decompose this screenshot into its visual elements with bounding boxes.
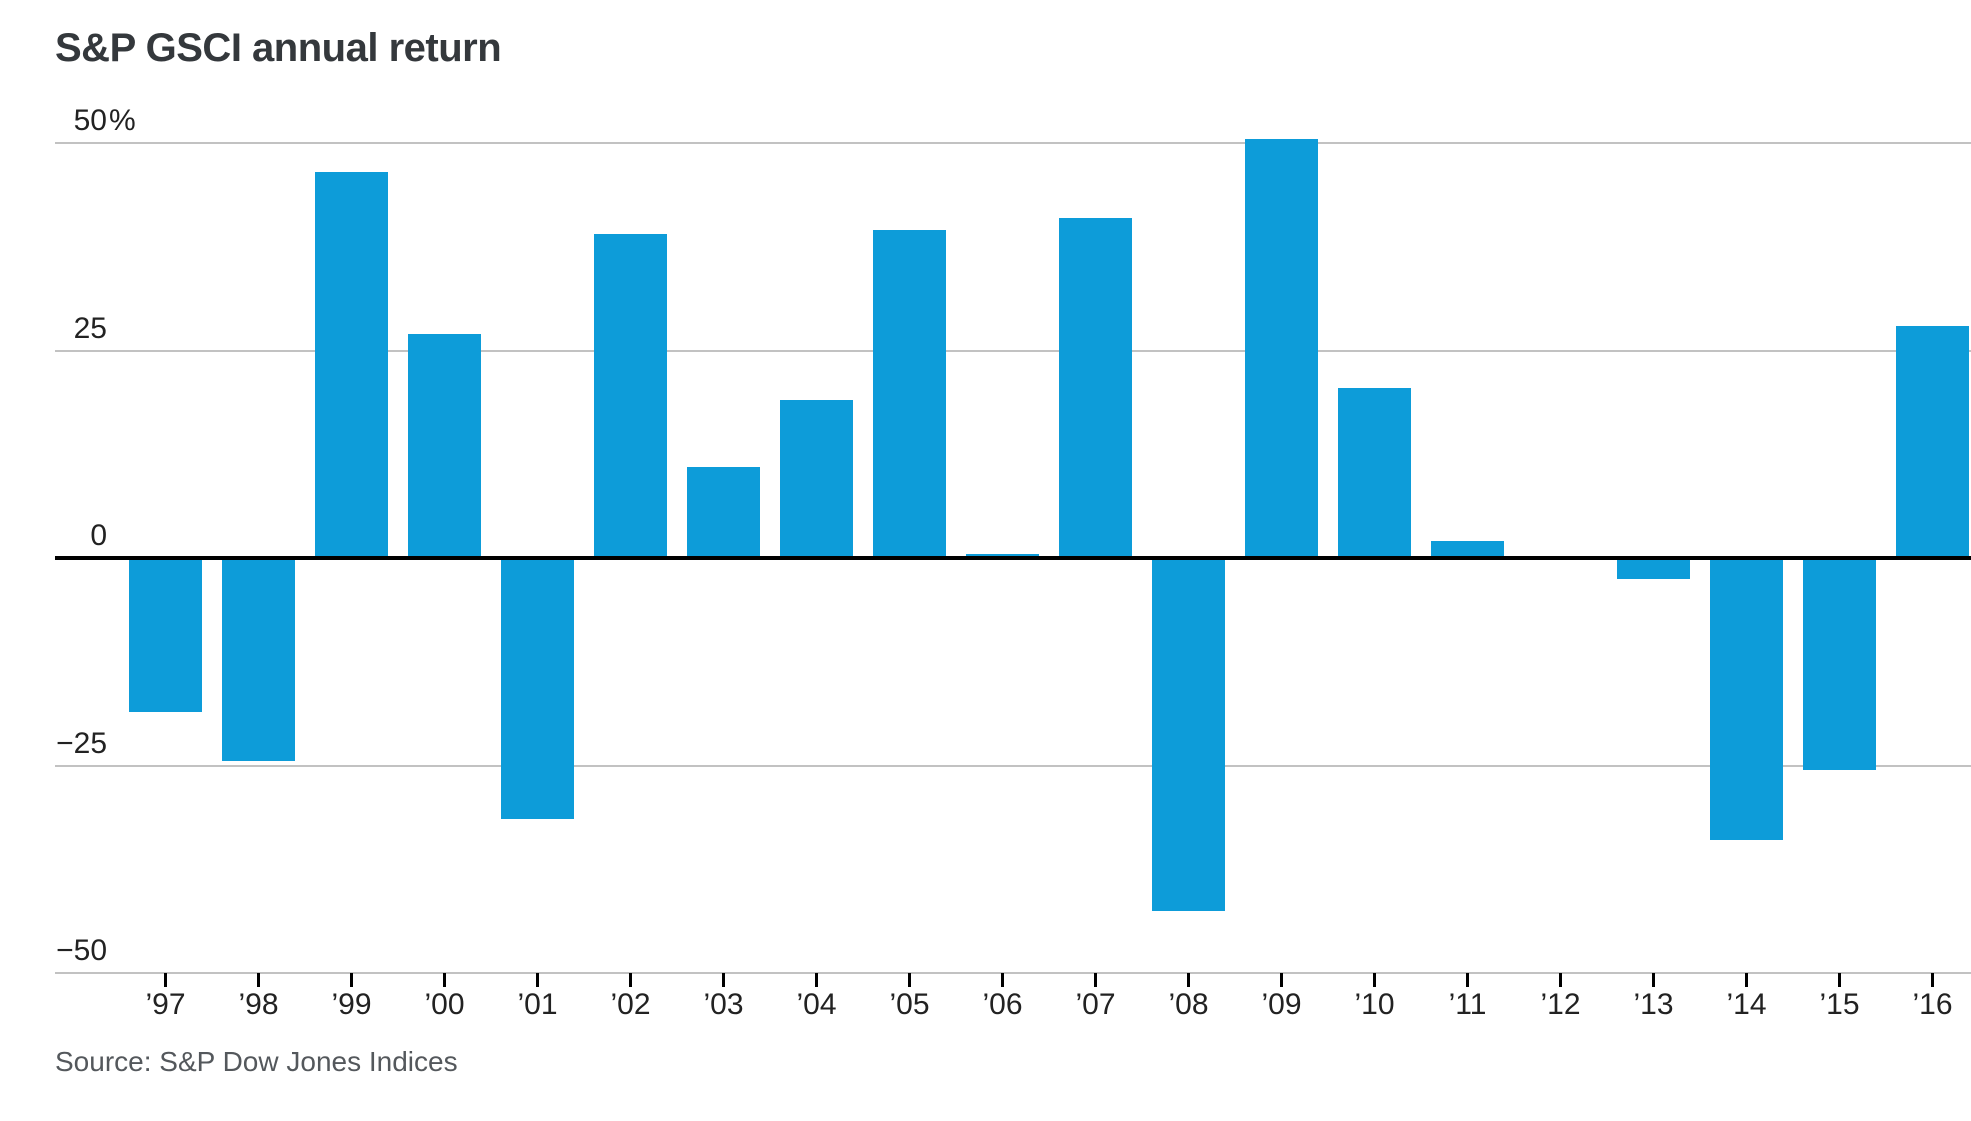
x-axis-tick-03 [722, 973, 725, 987]
bar-01 [501, 558, 574, 820]
x-axis-label-04: ’04 [796, 988, 837, 1021]
bar-15 [1803, 558, 1876, 770]
bar-14 [1710, 558, 1783, 841]
y-axis-label--50: −50 [56, 934, 107, 967]
gridline--25 [55, 764, 1971, 767]
x-axis-tick-01 [536, 973, 539, 987]
zero-baseline [55, 556, 1971, 560]
x-axis-tick-07 [1094, 973, 1097, 987]
gridline--50 [55, 972, 1971, 974]
bar-09 [1245, 138, 1318, 558]
x-axis-tick-15 [1838, 973, 1841, 987]
bar-97 [129, 558, 202, 712]
gridline-50 [55, 142, 1971, 144]
y-axis-label-25: 25 [73, 311, 107, 345]
x-axis-label-11: ’11 [1448, 988, 1487, 1021]
x-axis-tick-08 [1187, 973, 1190, 987]
x-axis-tick-99 [350, 973, 353, 987]
x-axis-tick-00 [443, 973, 446, 987]
x-axis-tick-02 [629, 973, 632, 987]
x-axis-label-02: ’02 [610, 988, 651, 1021]
bar-04 [780, 400, 853, 558]
bar-98 [222, 558, 295, 762]
x-axis-label-98: ’98 [238, 988, 279, 1021]
x-axis-label-06: ’06 [982, 988, 1023, 1021]
x-axis-label-03: ’03 [703, 988, 744, 1021]
bar-11 [1431, 541, 1504, 558]
bar-07 [1059, 217, 1132, 558]
percent-suffix: % [109, 104, 136, 137]
x-axis-tick-06 [1001, 973, 1004, 987]
y-axis-label--25: −25 [56, 726, 107, 760]
bar-16 [1896, 325, 1969, 558]
x-axis-tick-04 [815, 973, 818, 987]
x-axis-tick-97 [164, 973, 167, 987]
bar-00 [408, 333, 481, 558]
x-axis-label-00: ’00 [424, 988, 465, 1021]
x-axis-tick-12 [1559, 973, 1562, 987]
x-axis-tick-14 [1745, 973, 1748, 987]
bar-06 [966, 553, 1039, 558]
bar-13 [1617, 558, 1690, 579]
y-axis-label-0: 0 [90, 519, 107, 552]
x-axis-tick-16 [1931, 973, 1934, 987]
x-axis-label-01: ’01 [517, 988, 558, 1021]
x-axis-label-13: ’13 [1633, 988, 1674, 1021]
x-axis-label-07: ’07 [1075, 988, 1116, 1021]
bar-02 [594, 234, 667, 558]
x-axis-tick-09 [1280, 973, 1283, 987]
x-axis-tick-98 [257, 973, 260, 987]
bar-03 [687, 466, 760, 558]
x-axis-label-99: ’99 [331, 988, 372, 1021]
bar-10 [1338, 387, 1411, 558]
x-axis-tick-05 [908, 973, 911, 987]
x-axis-label-15: ’15 [1819, 988, 1860, 1021]
gridline-25 [55, 349, 1971, 352]
chart-title: S&P GSCI annual return [55, 26, 502, 70]
bar-08 [1152, 558, 1225, 911]
x-axis-tick-11 [1466, 973, 1469, 987]
x-axis-label-05: ’05 [889, 988, 930, 1021]
bar-05 [873, 230, 946, 558]
x-axis-label-14: ’14 [1726, 988, 1767, 1021]
x-axis-label-10: ’10 [1354, 988, 1395, 1021]
bar-99 [315, 172, 388, 558]
source-note: Source: S&P Dow Jones Indices [55, 1046, 458, 1077]
x-axis-label-09: ’09 [1261, 988, 1302, 1021]
x-axis-label-12: ’12 [1540, 988, 1581, 1021]
x-axis-label-16: ’16 [1912, 988, 1953, 1021]
x-axis-label-97: ’97 [145, 988, 186, 1021]
x-axis-label-08: ’08 [1168, 988, 1209, 1021]
x-axis-tick-10 [1373, 973, 1376, 987]
y-axis-label-50: 50% [73, 104, 136, 137]
x-axis-tick-13 [1652, 973, 1655, 987]
